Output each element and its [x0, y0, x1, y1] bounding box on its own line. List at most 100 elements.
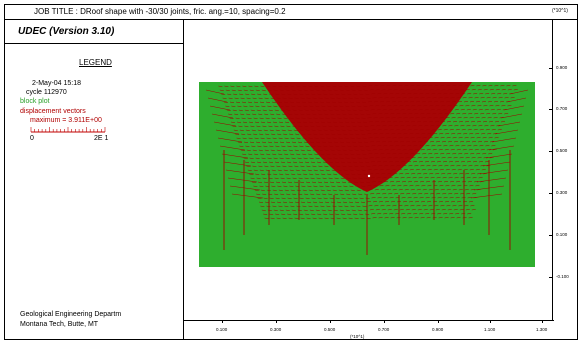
displacement-vector — [398, 84, 403, 87]
displacement-vector — [287, 129, 292, 132]
displacement-vector — [276, 97, 281, 100]
displacement-vector — [335, 213, 340, 216]
displacement-vector — [448, 160, 454, 163]
displacement-vector — [447, 104, 452, 107]
displacement-vector — [405, 104, 410, 107]
displacement-vector — [275, 145, 280, 148]
displacement-vector — [438, 96, 443, 99]
displacement-vector — [438, 164, 443, 167]
displacement-vector — [302, 85, 307, 88]
displacement-vector — [260, 85, 265, 88]
displacement-vector — [309, 89, 314, 92]
displacement-vector — [225, 169, 255, 175]
displacement-vector — [351, 209, 356, 212]
displacement-vector — [257, 145, 262, 148]
displacement-vector — [260, 189, 265, 192]
displacement-vector — [329, 145, 334, 148]
displacement-vector — [252, 149, 257, 152]
displacement-vector — [331, 185, 336, 188]
displacement-vector — [292, 109, 297, 112]
displacement-vector — [348, 217, 353, 220]
displacement-vector — [306, 113, 311, 116]
displacement-vector — [459, 156, 464, 159]
displacement-vector — [298, 125, 303, 128]
displacement-vector — [299, 145, 304, 148]
displacement-vector — [380, 204, 385, 207]
displacement-vector — [446, 152, 451, 155]
displacement-vector — [314, 137, 319, 140]
displacement-vector — [245, 145, 250, 148]
displacement-vector — [366, 165, 371, 168]
displacement-vector — [366, 113, 371, 116]
y-tick-label: 0.100 — [556, 232, 568, 237]
displacement-vector — [436, 160, 442, 163]
displacement-vector — [401, 92, 406, 95]
displacement-vector — [245, 93, 250, 96]
displacement-vector — [254, 189, 259, 192]
displacement-vector — [315, 105, 320, 108]
displacement-vector — [290, 205, 295, 208]
displacement-vector — [491, 128, 496, 131]
displacement-vector — [495, 88, 500, 91]
displacement-vector — [285, 105, 290, 108]
displacement-vector — [474, 148, 479, 151]
displacement-vector — [403, 100, 409, 103]
displacement-vector — [291, 173, 296, 176]
x-tick-label: 1.300 — [536, 327, 548, 332]
displacement-vector — [337, 169, 342, 172]
displacement-vector — [385, 184, 390, 187]
displacement-vector — [244, 161, 250, 164]
displacement-vector — [437, 212, 442, 215]
displacement-vector — [305, 213, 310, 216]
displacement-vector — [386, 84, 391, 87]
displacement-vector — [361, 185, 366, 188]
displacement-vector — [302, 205, 307, 208]
displacement-vector — [451, 184, 456, 187]
displacement-vector — [411, 104, 416, 107]
displacement-vector — [330, 113, 335, 116]
displacement-vector — [385, 168, 390, 171]
displacement-vector — [318, 149, 323, 152]
displacement-vector — [242, 85, 247, 88]
displacement-vector — [434, 84, 439, 87]
displacement-vector — [437, 196, 442, 199]
displacement-vector — [366, 200, 372, 203]
displacement-vector — [312, 201, 318, 204]
displacement-vector — [433, 116, 438, 119]
displacement-vector — [436, 176, 441, 179]
displacement-vector — [293, 197, 298, 200]
displacement-vector — [310, 193, 315, 196]
displacement-vector — [487, 116, 492, 119]
displacement-vector — [257, 197, 262, 200]
displacement-vector — [275, 93, 280, 96]
displacement-vector — [371, 180, 377, 183]
displacement-vector — [347, 129, 352, 132]
displacement-vector — [242, 121, 248, 124]
displacement-vector — [333, 157, 338, 160]
displacement-vector — [243, 141, 249, 144]
displacement-vector — [486, 148, 491, 151]
displacement-vector — [322, 125, 327, 128]
displacement-vector — [261, 141, 267, 144]
displacement-vector — [387, 208, 392, 211]
displacement-vector — [300, 217, 305, 220]
displacement-vector — [484, 108, 489, 111]
displacement-vector — [298, 177, 303, 180]
displacement-vector — [458, 188, 463, 191]
displacement-vector — [398, 120, 404, 123]
displacement-vector — [462, 164, 467, 167]
displacement-vector — [462, 112, 467, 115]
displacement-vector — [350, 153, 355, 156]
displacement-vector — [392, 120, 398, 123]
displacement-vector — [393, 88, 398, 91]
displacement-vector — [307, 133, 312, 136]
displacement-vector — [471, 156, 476, 159]
displacement-vector — [300, 113, 305, 116]
displacement-vector — [284, 205, 289, 208]
displacement-vector — [471, 140, 477, 143]
displacement-vector — [332, 121, 338, 124]
displacement-vector — [294, 149, 299, 152]
displacement-vector — [378, 216, 383, 219]
displacement-vector — [380, 120, 386, 123]
displacement-vector — [263, 197, 268, 200]
